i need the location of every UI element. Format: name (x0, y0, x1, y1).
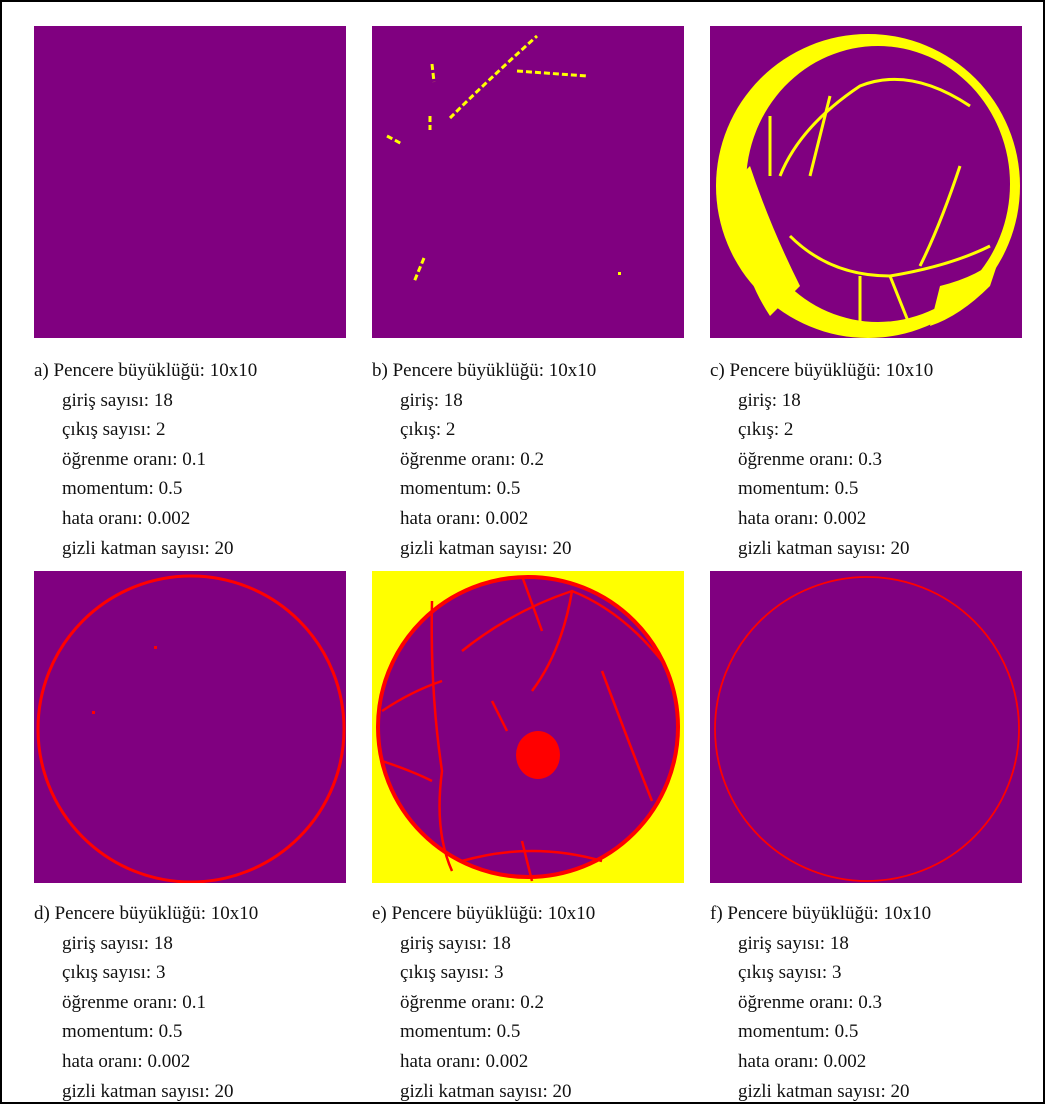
caption-line: giriş sayısı: 18 (34, 929, 258, 959)
caption-title: e) Pencere büyüklüğü: 10x10 (372, 899, 595, 929)
result-image (372, 571, 684, 883)
caption-title: a) Pencere büyüklüğü: 10x10 (34, 356, 257, 386)
caption-line: giriş sayısı: 18 (372, 929, 595, 959)
caption-line: çıkış: 2 (372, 415, 596, 445)
caption-line: gizli katman sayısı: 20 (710, 1077, 931, 1104)
caption-line: öğrenme oranı: 0.3 (710, 988, 931, 1018)
caption-line: hata oranı: 0.002 (34, 1047, 258, 1077)
caption-line: giriş: 18 (710, 386, 933, 416)
caption-title: d) Pencere büyüklüğü: 10x10 (34, 899, 258, 929)
caption-line: momentum: 0.5 (34, 1017, 258, 1047)
figure: a) Pencere büyüklüğü: 10x10giriş sayısı:… (0, 0, 1045, 1104)
caption-line: hata oranı: 0.002 (34, 504, 257, 534)
caption-line: gizli katman sayısı: 20 (372, 534, 596, 564)
caption-line: çıkış sayısı: 3 (34, 958, 258, 988)
caption-title: f) Pencere büyüklüğü: 10x10 (710, 899, 931, 929)
caption-title: b) Pencere büyüklüğü: 10x10 (372, 356, 596, 386)
caption-line: momentum: 0.5 (372, 1017, 595, 1047)
caption-line: momentum: 0.5 (372, 474, 596, 504)
caption-line: giriş sayısı: 18 (34, 386, 257, 416)
caption-line: öğrenme oranı: 0.3 (710, 445, 933, 475)
caption-line: çıkış sayısı: 3 (372, 958, 595, 988)
result-image (710, 571, 1022, 883)
caption-line: öğrenme oranı: 0.2 (372, 988, 595, 1018)
caption-line: gizli katman sayısı: 20 (34, 1077, 258, 1104)
result-image (710, 26, 1022, 338)
result-image (34, 26, 346, 338)
result-image (372, 26, 684, 338)
caption-line: öğrenme oranı: 0.2 (372, 445, 596, 475)
caption-line: çıkış: 2 (710, 415, 933, 445)
caption-line: hata oranı: 0.002 (372, 504, 596, 534)
caption-line: giriş sayısı: 18 (710, 929, 931, 959)
result-image (34, 571, 346, 883)
caption-line: çıkış sayısı: 3 (710, 958, 931, 988)
caption-line: hata oranı: 0.002 (710, 504, 933, 534)
caption-line: gizli katman sayısı: 20 (372, 1077, 595, 1104)
caption-line: momentum: 0.5 (34, 474, 257, 504)
caption-line: gizli katman sayısı: 20 (710, 534, 933, 564)
caption-line: momentum: 0.5 (710, 1017, 931, 1047)
caption-line: hata oranı: 0.002 (372, 1047, 595, 1077)
caption-line: gizli katman sayısı: 20 (34, 534, 257, 564)
caption-line: öğrenme oranı: 0.1 (34, 988, 258, 1018)
caption-line: çıkış sayısı: 2 (34, 415, 257, 445)
caption-line: momentum: 0.5 (710, 474, 933, 504)
caption-line: hata oranı: 0.002 (710, 1047, 931, 1077)
caption-line: giriş: 18 (372, 386, 596, 416)
caption-title: c) Pencere büyüklüğü: 10x10 (710, 356, 933, 386)
caption-line: öğrenme oranı: 0.1 (34, 445, 257, 475)
